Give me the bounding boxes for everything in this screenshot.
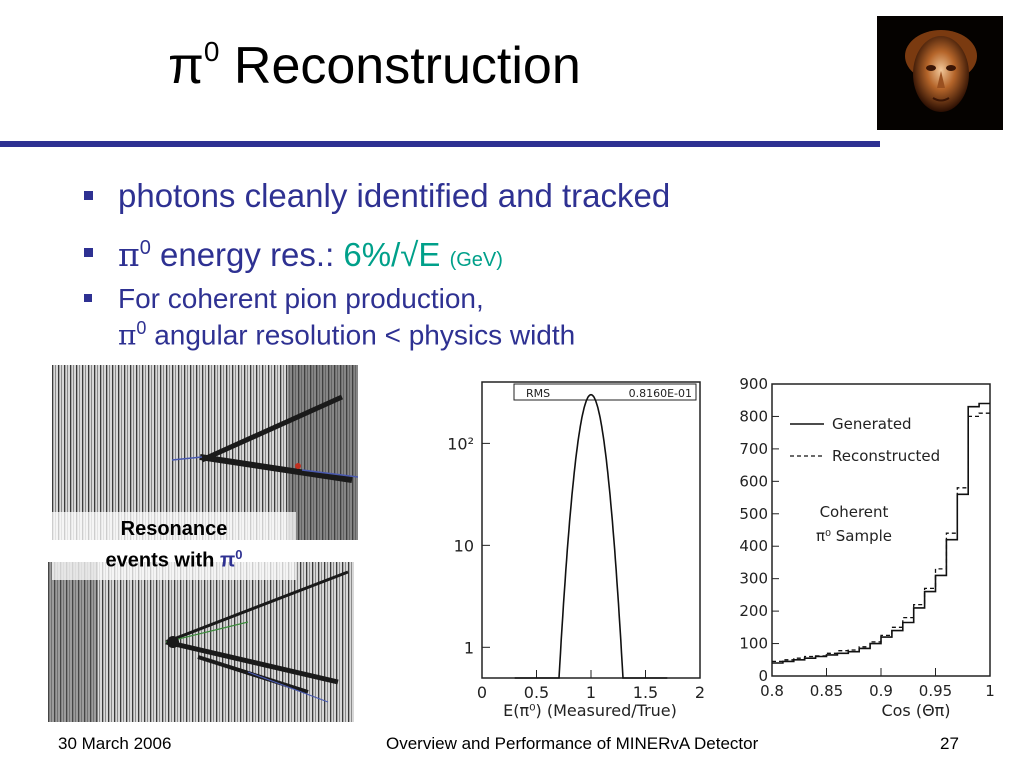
bullet-coherent-line2: π0 angular resolution < physics width [118,318,575,351]
chart1-xtick-label: 2 [695,683,705,702]
chart1-stat-box [513,383,697,401]
energy-res-value: 6%/√E [343,236,441,273]
chart2-xlabel: Cos (Θπ) [881,701,950,720]
bullet-coherent-line1: For coherent pion production, [118,283,484,314]
chart1-ytick-label: 10 [454,536,474,555]
chart2-ytick-label: 100 [739,635,768,653]
bullet-marker [84,248,93,257]
slide-number: 27 [940,734,959,753]
event-display-top [52,365,358,540]
minerva-logo [877,16,1003,130]
chart2-ytick-label: 300 [739,570,768,588]
title-text: Reconstruction [219,37,581,95]
chart1-xtick-label: 1.5 [633,683,658,702]
event-display-bottom [48,562,354,722]
chart2-ytick-label: 800 [739,407,768,425]
bullet-superscript: 0 [136,318,147,338]
bullet-energy-res: π0 energy res.: 6%/√E (GeV) [118,235,503,274]
chart1-xtick-label: 1 [586,683,596,702]
bullet-marker [84,294,92,302]
chart2-xtick-label: 0.9 [869,682,893,700]
caption-line2: events with π0 [52,542,296,574]
footer-title: Overview and Performance of MINERvA Dete… [386,734,759,753]
caption-line2-text: events with [105,549,220,572]
bullet-angular-text: angular resolution < physics width [146,319,576,351]
legend-reconstructed-label: Reconstructed [832,447,940,465]
event-display-bottom-image [48,562,354,722]
chart2-ytick-label: 900 [739,376,768,393]
chart2-ytick-label: 700 [739,440,768,458]
bullet-pi-symbol: π [118,235,140,274]
chart2-ytick-label: 0 [758,667,768,685]
chart2-xtick-label: 0.85 [810,682,843,700]
minerva-head-icon [877,16,1003,130]
chart2-ytick-label: 400 [739,537,768,555]
chart2-ytick-label: 600 [739,472,768,490]
bullet-energy-text: energy res.: [150,236,344,273]
bullet-marker [84,191,93,200]
chart1-xlabel: E(π⁰) (Measured/True) [503,701,677,720]
bullet-pi-symbol: π [118,318,137,352]
event-display-caption: Resonance events with π0 [52,512,296,580]
event-display-top-image [52,365,358,540]
chart1-stat-value: 0.8160E-01 [629,387,692,400]
legend-generated-label: Generated [832,415,912,433]
chart1-ytick-label: 1 [464,638,474,657]
bullet-superscript: 0 [139,237,151,259]
bullet-photons: photons cleanly identified and tracked [118,177,671,214]
chart2-xtick-label: 0.95 [919,682,952,700]
caption-superscript: 0 [235,547,243,562]
slide-title: π0 Reconstruction [168,37,581,95]
chart2-xtick-label: 1 [985,682,995,700]
chart1-frame [481,381,701,679]
angular-distribution-chart: 0.8 0.85 0.9 0.95 1 0 100 200 300 400 500 600 700 80… [739,376,995,720]
chart1-xtick-label: 0.5 [524,683,549,702]
title-divider [0,141,880,147]
chart1-ytick-label: 10² [447,434,474,453]
caption-line1: Resonance [120,518,228,540]
chart2-series-generated [772,402,990,664]
title-pi-symbol: π [168,37,204,95]
chart1-stat-label: RMS [526,387,550,400]
energy-resolution-chart: RMS 0.8160E-01 0 0.5 1 1.5 2 10² 10 1 E(π⁰) (M… [447,381,705,720]
caption-pi-symbol: π [219,549,236,572]
chart2-series-reconstructed [772,412,990,663]
chart2-annotation-line2: π⁰ Sample [816,527,892,545]
chart1-histogram-line [514,393,668,679]
chart2-annotation-line1: Coherent [820,503,889,521]
chart1-xtick-label: 0 [477,683,487,702]
chart2-xtick-label: 0.8 [760,682,784,700]
title-superscript: 0 [203,35,220,67]
chart2-ytick-label: 500 [739,505,768,523]
energy-res-unit: (GeV) [449,249,503,271]
footer-date: 30 March 2006 [58,734,172,753]
chart2-ytick-label: 200 [739,602,768,620]
